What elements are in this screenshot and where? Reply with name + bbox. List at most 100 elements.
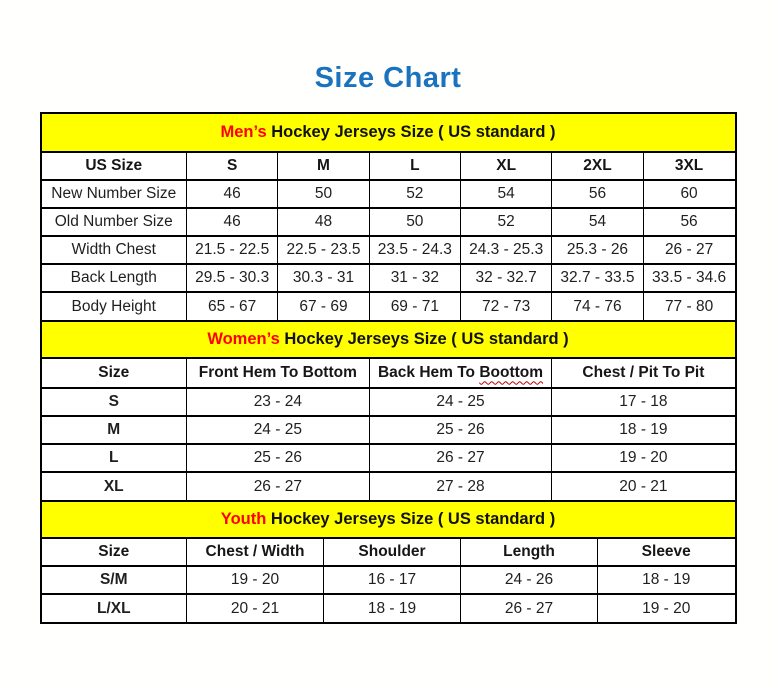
table-cell: 23.5 - 24.3 [368,235,461,265]
table-cell: 20 - 21 [551,471,735,500]
table-header-row: Size Chest / Width Shoulder Length Sleev… [41,537,735,567]
table-cell: 69 - 71 [368,291,461,320]
table-cell: 77 - 80 [642,291,735,320]
table-cell: 18 - 19 [597,565,735,595]
table-cell: 56 [642,207,735,237]
mens-size-table: US Size S M L XL 2XL 3XL New Number Size… [41,151,735,320]
row-label: L [41,443,187,473]
row-label: XL [41,471,187,500]
table-cell: 26 - 27 [368,443,553,473]
column-header: L [368,151,461,181]
table-cell: 50 [368,207,461,237]
womens-size-table: Size Front Hem To Bottom Back Hem To Boo… [41,357,735,500]
table-cell: 54 [459,179,553,209]
table-cell: 19 - 20 [597,593,735,622]
band-title: Hockey Jerseys Size ( US standard ) [266,510,556,528]
table-cell: 27 - 28 [368,471,553,500]
row-label: Body Height [41,291,187,320]
table-cell: 32.7 - 33.5 [551,263,644,293]
row-label: Width Chest [41,235,187,265]
table-cell: 65 - 67 [185,291,279,320]
table-cell: 32 - 32.7 [459,263,553,293]
column-header: 3XL [642,151,735,181]
table-cell: 26 - 27 [186,471,370,500]
table-cell: 26 - 27 [642,235,735,265]
table-cell: 17 - 18 [551,387,735,417]
table-row: L 25 - 26 26 - 27 19 - 20 [41,443,735,473]
table-cell: 74 - 76 [551,291,644,320]
column-header: Size [41,537,187,567]
size-chart: Men’s Hockey Jerseys Size ( US standard … [39,112,737,624]
table-cell: 33.5 - 34.6 [642,263,735,293]
mens-section: Men’s Hockey Jerseys Size ( US standard … [41,114,735,320]
table-row: XL 26 - 27 27 - 28 20 - 21 [41,471,735,500]
column-header: S [185,151,279,181]
table-cell: 60 [642,179,735,209]
table-cell: 24 - 25 [186,415,370,445]
band-title: Hockey Jerseys Size ( US standard ) [279,330,569,348]
row-label: L/XL [41,593,187,622]
table-row: L/XL 20 - 21 18 - 19 26 - 27 19 - 20 [41,593,735,622]
table-cell: 26 - 27 [460,593,598,622]
table-row: M 24 - 25 25 - 26 18 - 19 [41,415,735,445]
youth-section: Youth Hockey Jerseys Size ( US standard … [41,500,735,622]
table-cell: 48 [277,207,370,237]
table-cell: 24.3 - 25.3 [459,235,553,265]
table-cell: 29.5 - 30.3 [185,263,279,293]
row-label: S [41,387,187,417]
row-label: Old Number Size [41,207,187,237]
youth-section-band: Youth Hockey Jerseys Size ( US standard … [41,500,735,537]
table-cell: 16 - 17 [323,565,461,595]
table-cell: 23 - 24 [186,387,370,417]
table-cell: 72 - 73 [459,291,553,320]
womens-section: Women’s Hockey Jerseys Size ( US standar… [41,320,735,500]
column-header: US Size [41,151,187,181]
row-label: Back Length [41,263,187,293]
table-row: Body Height 65 - 67 67 - 69 69 - 71 72 -… [41,291,735,320]
table-cell: 52 [368,179,461,209]
table-cell: 25 - 26 [186,443,370,473]
table-cell: 46 [185,207,279,237]
column-header: Chest / Pit To Pit [551,357,735,389]
table-cell: 50 [277,179,370,209]
column-header: Front Hem To Bottom [186,357,370,389]
row-label: New Number Size [41,179,187,209]
column-header: Length [460,537,598,567]
table-cell: 56 [551,179,644,209]
table-row: Back Length 29.5 - 30.3 30.3 - 31 31 - 3… [41,263,735,293]
table-cell: 24 - 25 [368,387,553,417]
table-cell: 19 - 20 [551,443,735,473]
youth-size-table: Size Chest / Width Shoulder Length Sleev… [41,537,735,622]
table-cell: 31 - 32 [368,263,461,293]
table-cell: 46 [185,179,279,209]
table-row: Old Number Size 46 48 50 52 54 56 [41,207,735,237]
table-cell: 24 - 26 [460,565,598,595]
table-row: Width Chest 21.5 - 22.5 22.5 - 23.5 23.5… [41,235,735,265]
table-cell: 21.5 - 22.5 [185,235,279,265]
band-title: Hockey Jerseys Size ( US standard ) [266,123,556,141]
table-cell: 25.3 - 26 [551,235,644,265]
row-label: M [41,415,187,445]
table-row: S 23 - 24 24 - 25 17 - 18 [41,387,735,417]
page-title: Size Chart [314,62,462,94]
table-cell: 25 - 26 [368,415,553,445]
band-highlight: Women’s [207,330,280,348]
mens-section-band: Men’s Hockey Jerseys Size ( US standard … [41,114,735,151]
column-header: Chest / Width [186,537,324,567]
table-cell: 19 - 20 [186,565,324,595]
table-cell: 22.5 - 23.5 [277,235,370,265]
column-header: Size [41,357,187,389]
table-row: New Number Size 46 50 52 54 56 60 [41,179,735,209]
band-highlight: Youth [220,510,267,528]
column-header: XL [459,151,553,181]
table-cell: 54 [551,207,644,237]
table-cell: 20 - 21 [186,593,324,622]
column-header-misspelled: Back Hem To Boottom [368,357,553,389]
column-header: Sleeve [597,537,735,567]
row-label: S/M [41,565,187,595]
table-cell: 52 [459,207,553,237]
band-highlight: Men’s [220,123,267,141]
table-cell: 18 - 19 [551,415,735,445]
table-cell: 67 - 69 [277,291,370,320]
spellcheck-squiggle-word: Boottom [479,364,544,382]
